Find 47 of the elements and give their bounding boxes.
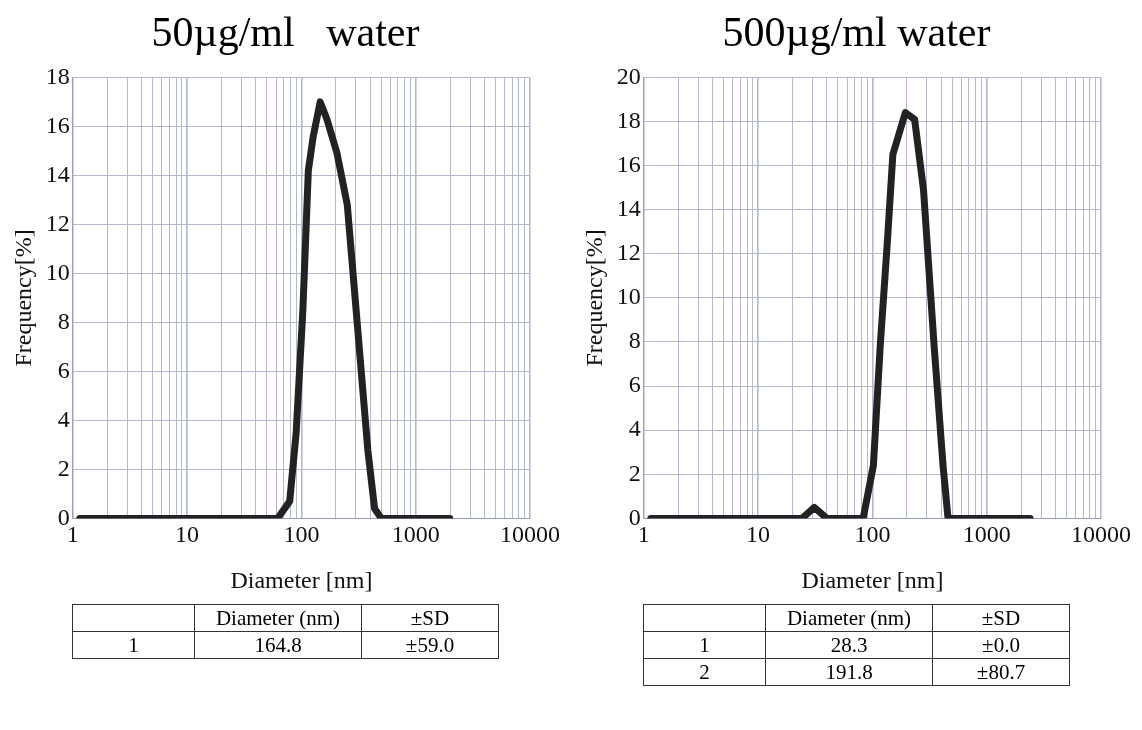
text: Diameter (nm): [765, 604, 933, 632]
y-tick-label: 0: [628, 503, 641, 530]
x-tick-label: 100: [853, 521, 890, 548]
chart-title: 50µg/ml water: [151, 8, 420, 57]
chart-title: 500µg/ml water: [722, 8, 991, 57]
y-tick-label: 16: [616, 150, 641, 177]
x-tick-label: 1000: [391, 521, 440, 548]
y-tick-label: 14: [616, 195, 641, 221]
text: 28.3: [765, 631, 933, 659]
text: 1: [72, 631, 195, 659]
text: Diameter (nm): [194, 604, 362, 632]
text: ±80.7: [932, 658, 1070, 686]
y-tick-label: 20: [616, 62, 641, 89]
x-tick-label: 10000: [499, 521, 560, 548]
y-tick-label: 12: [616, 239, 641, 266]
y-tick-label: 2: [628, 459, 641, 486]
x-tick-label: 1000: [962, 521, 1011, 548]
y-axis-title: Frequency[%]: [9, 229, 36, 367]
text: ±SD: [361, 604, 499, 632]
y-tick-label: 12: [45, 209, 70, 236]
text: ±0.0: [932, 631, 1070, 659]
y-tick-label: 14: [45, 160, 70, 187]
y-tick-label: 18: [616, 106, 641, 133]
y-tick-label: 6: [628, 371, 641, 398]
y-tick-label: 16: [45, 111, 70, 138]
text: ±SD: [932, 604, 1070, 632]
y-tick-label: 4: [57, 405, 70, 432]
y-tick-label: 6: [57, 356, 70, 383]
text: 164.8: [194, 631, 362, 659]
y-tick-label: 10: [45, 258, 70, 285]
y-tick-label: 8: [57, 307, 70, 334]
x-axis-title: Diameter [nm]: [229, 566, 372, 593]
x-tick-label: 10: [745, 521, 770, 548]
y-tick-label: 0: [57, 503, 70, 530]
y-axis-title: Frequency[%]: [580, 229, 607, 367]
text: ±59.0: [361, 631, 499, 659]
y-tick-label: 8: [628, 327, 641, 354]
y-tick-label: 18: [45, 62, 70, 89]
x-tick-label: 10000: [1070, 521, 1131, 548]
x-tick-label: 100: [282, 521, 319, 548]
text: 1: [643, 631, 766, 659]
y-tick-label: 2: [57, 454, 70, 481]
y-tick-label: 4: [628, 415, 641, 442]
y-tick-label: 10: [616, 283, 641, 310]
x-axis-title: Diameter [nm]: [800, 566, 943, 593]
text: 191.8: [765, 658, 933, 686]
x-tick-label: 10: [174, 521, 199, 548]
